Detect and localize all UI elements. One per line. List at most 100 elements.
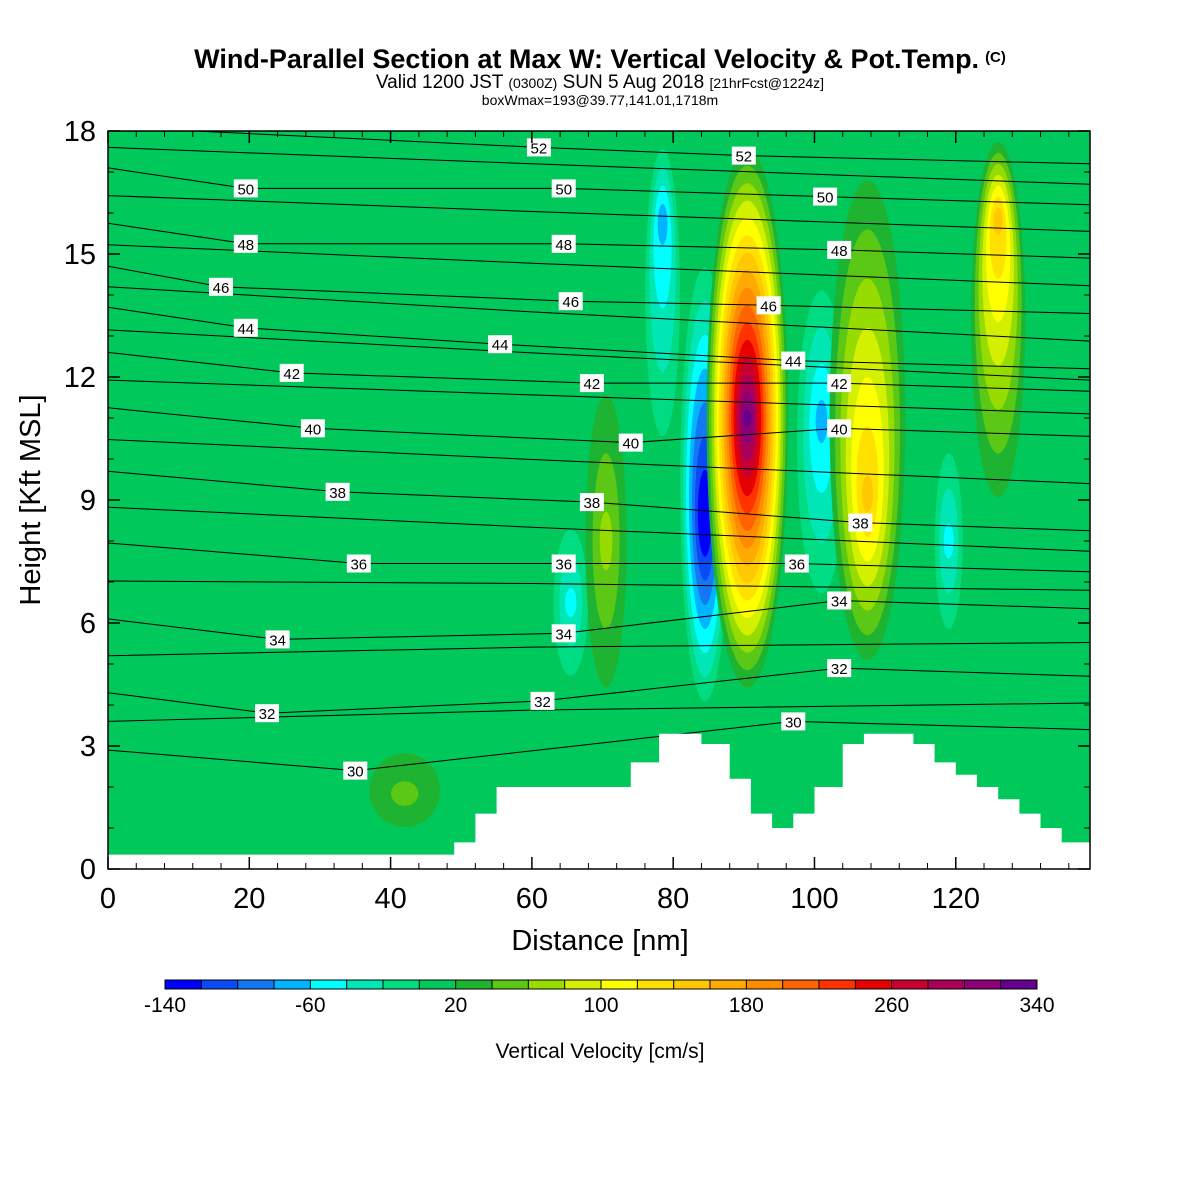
theta-label-text: 50	[555, 181, 572, 198]
theta-contour-minor-48	[108, 195, 1090, 232]
x-tick-label: 20	[233, 883, 265, 915]
theta-label-46: 46	[558, 292, 583, 311]
theta-contour-minor-42	[108, 329, 1090, 381]
theta-label-34: 34	[827, 591, 852, 611]
velocity-band-9-level--40	[943, 523, 954, 559]
theta-label-box	[488, 335, 513, 354]
colorbar-swatch	[455, 980, 493, 989]
velocity-band-7-level-60	[599, 511, 613, 571]
theta-label-text: 32	[259, 706, 276, 723]
theta-label-box	[781, 712, 806, 731]
theta-label-36: 36	[346, 554, 371, 574]
theta-label-38: 38	[325, 482, 350, 502]
theta-label-box	[325, 482, 350, 501]
theta-label-44: 44	[233, 318, 258, 338]
theta-label-50: 50	[551, 179, 576, 198]
colorbar-tick-label: -140	[144, 994, 186, 1017]
colorbar-tick-label: 180	[729, 994, 764, 1017]
colorbar-swatch	[819, 980, 856, 989]
theta-label-box	[558, 292, 583, 311]
theta-contour-minor-40	[108, 379, 1090, 415]
theta-label-text: 44	[492, 337, 509, 354]
colorbar-swatch	[891, 980, 929, 989]
theta-label-text: 34	[831, 594, 848, 611]
colorbar-swatch	[492, 980, 529, 989]
theta-label-40: 40	[618, 433, 643, 453]
x-tick-label: 0	[100, 883, 116, 915]
colorbar-swatch	[419, 980, 457, 989]
theta-label-text: 30	[347, 764, 364, 781]
theta-contour-minor-50	[108, 146, 1090, 185]
colorbar-swatch	[528, 980, 566, 989]
theta-label-text: 38	[329, 485, 346, 502]
theta-label-text: 42	[283, 366, 300, 383]
colorbar-swatch	[710, 980, 747, 989]
theta-label-box	[827, 419, 852, 438]
theta-label-48: 48	[233, 234, 258, 254]
theta-label-52: 52	[526, 138, 551, 157]
x-tick-label: 60	[516, 883, 548, 915]
theta-label-box	[579, 493, 604, 512]
theta-label-text: 34	[555, 626, 572, 643]
theta-label-box	[848, 513, 873, 532]
theta-label-box	[233, 318, 258, 337]
theta-label-box	[209, 277, 233, 296]
theta-label-36: 36	[784, 554, 809, 574]
x-tick-label: 40	[374, 883, 406, 915]
title-main: Wind-Parallel Section at Max W: Vertical…	[194, 44, 980, 74]
colorbar-tick-label: 260	[874, 994, 909, 1017]
velocity-band-5-level--60	[657, 203, 668, 245]
theta-label-box	[530, 691, 555, 710]
velocity-band-6-level--40	[565, 587, 577, 618]
copyright-mark: (C)	[985, 49, 1006, 66]
colorbar-swatch	[201, 980, 239, 989]
theta-label-box	[551, 624, 576, 643]
colorbar-swatch	[964, 980, 1002, 989]
velocity-band-8-level-40	[391, 781, 419, 806]
theta-contour-minor-30	[108, 702, 1090, 722]
colorbar-swatch	[637, 980, 675, 989]
theta-label-text: 46	[562, 294, 579, 311]
theta-label-text: 50	[237, 181, 254, 198]
colorbar-swatch	[383, 980, 420, 989]
theta-label-box	[233, 179, 258, 198]
colorbar-tick-label: 100	[583, 994, 618, 1017]
theta-label-box	[526, 138, 551, 157]
colorbar-swatch	[601, 980, 638, 989]
theta-label-box	[279, 363, 304, 382]
colorbar-swatch	[746, 980, 784, 989]
y-axis-label: Height [Kft MSL]	[15, 394, 47, 605]
y-tick-label: 0	[80, 854, 96, 886]
theta-label-46: 46	[209, 277, 233, 297]
theta-label-box	[579, 374, 604, 393]
chart-title: Wind-Parallel Section at Max W: Vertical…	[0, 44, 1200, 75]
y-tick-label: 15	[64, 239, 96, 271]
valid-date: SUN 5 Aug 2018	[562, 72, 705, 93]
theta-label-40: 40	[827, 419, 852, 438]
theta-label-32: 32	[827, 659, 852, 678]
theta-label-text: 40	[831, 421, 848, 438]
velocity-band-1-level-320	[743, 409, 752, 427]
colorbar-tick-label: -60	[295, 994, 325, 1017]
theta-label-box	[784, 554, 809, 573]
colorbar-tick-label: 20	[444, 994, 467, 1017]
theta-label-text: 48	[237, 237, 254, 254]
theta-label-40: 40	[300, 419, 325, 438]
theta-label-box	[827, 659, 852, 678]
theta-label-box	[618, 433, 643, 452]
theta-label-text: 46	[760, 298, 777, 315]
theta-label-text: 32	[534, 694, 551, 711]
theta-label-48: 48	[551, 234, 576, 254]
theta-label-box	[343, 761, 368, 780]
x-tick-label: 120	[932, 883, 980, 915]
theta-label-42: 42	[827, 374, 852, 393]
colorbar-swatch	[928, 980, 965, 989]
theta-label-32: 32	[255, 704, 279, 723]
theta-label-42: 42	[579, 374, 604, 393]
theta-label-text: 48	[555, 237, 572, 254]
theta-label-text: 40	[305, 421, 322, 438]
terrain	[108, 733, 1090, 869]
theta-label-box	[233, 234, 258, 253]
valid-prefix: Valid 1200 JST	[375, 72, 504, 93]
